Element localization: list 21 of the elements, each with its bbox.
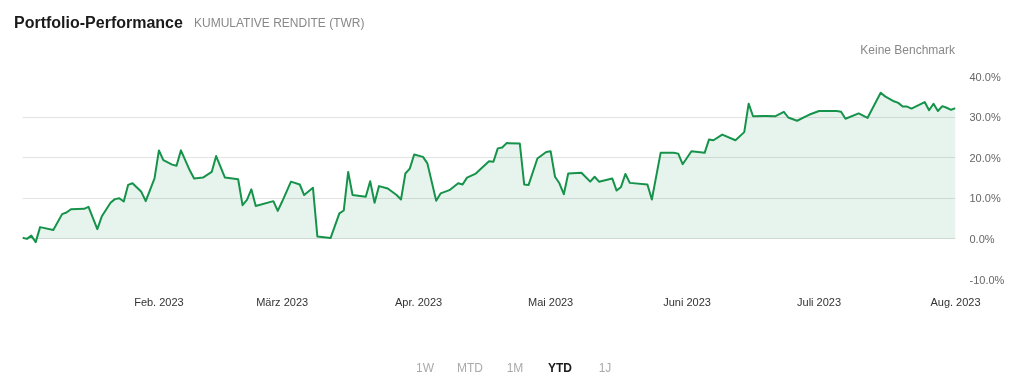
text: 1W — [415, 360, 435, 377]
y-tick-label: 10.0% — [969, 192, 1001, 205]
text: 1M — [505, 360, 525, 377]
x-tick-label: Mai 2023 — [527, 295, 574, 308]
text: 1J — [597, 360, 613, 377]
text: Keine Benchmark — [859, 42, 955, 59]
text: MTD — [456, 360, 484, 377]
y-tick-label: 40.0% — [969, 70, 1001, 83]
chart-subtitle: KUMULATIVE RENDITE (TWR) — [194, 15, 365, 32]
x-tick-label: März 2023 — [256, 295, 309, 308]
x-tick-label: Juni 2023 — [663, 295, 711, 308]
x-tick-label: Feb. 2023 — [134, 295, 184, 308]
chart-title: Portfolio-Performance — [14, 13, 183, 33]
y-tick-label: 0.0% — [969, 232, 995, 245]
y-tick-label: 20.0% — [969, 151, 1001, 164]
x-tick-label: Apr. 2023 — [395, 295, 443, 308]
text: YTD — [547, 360, 573, 377]
x-tick-label: Juli 2023 — [797, 295, 842, 308]
x-tick-label: Aug. 2023 — [930, 295, 981, 308]
y-tick-label: -10.0% — [969, 273, 1005, 286]
y-tick-label: 30.0% — [969, 111, 1001, 124]
